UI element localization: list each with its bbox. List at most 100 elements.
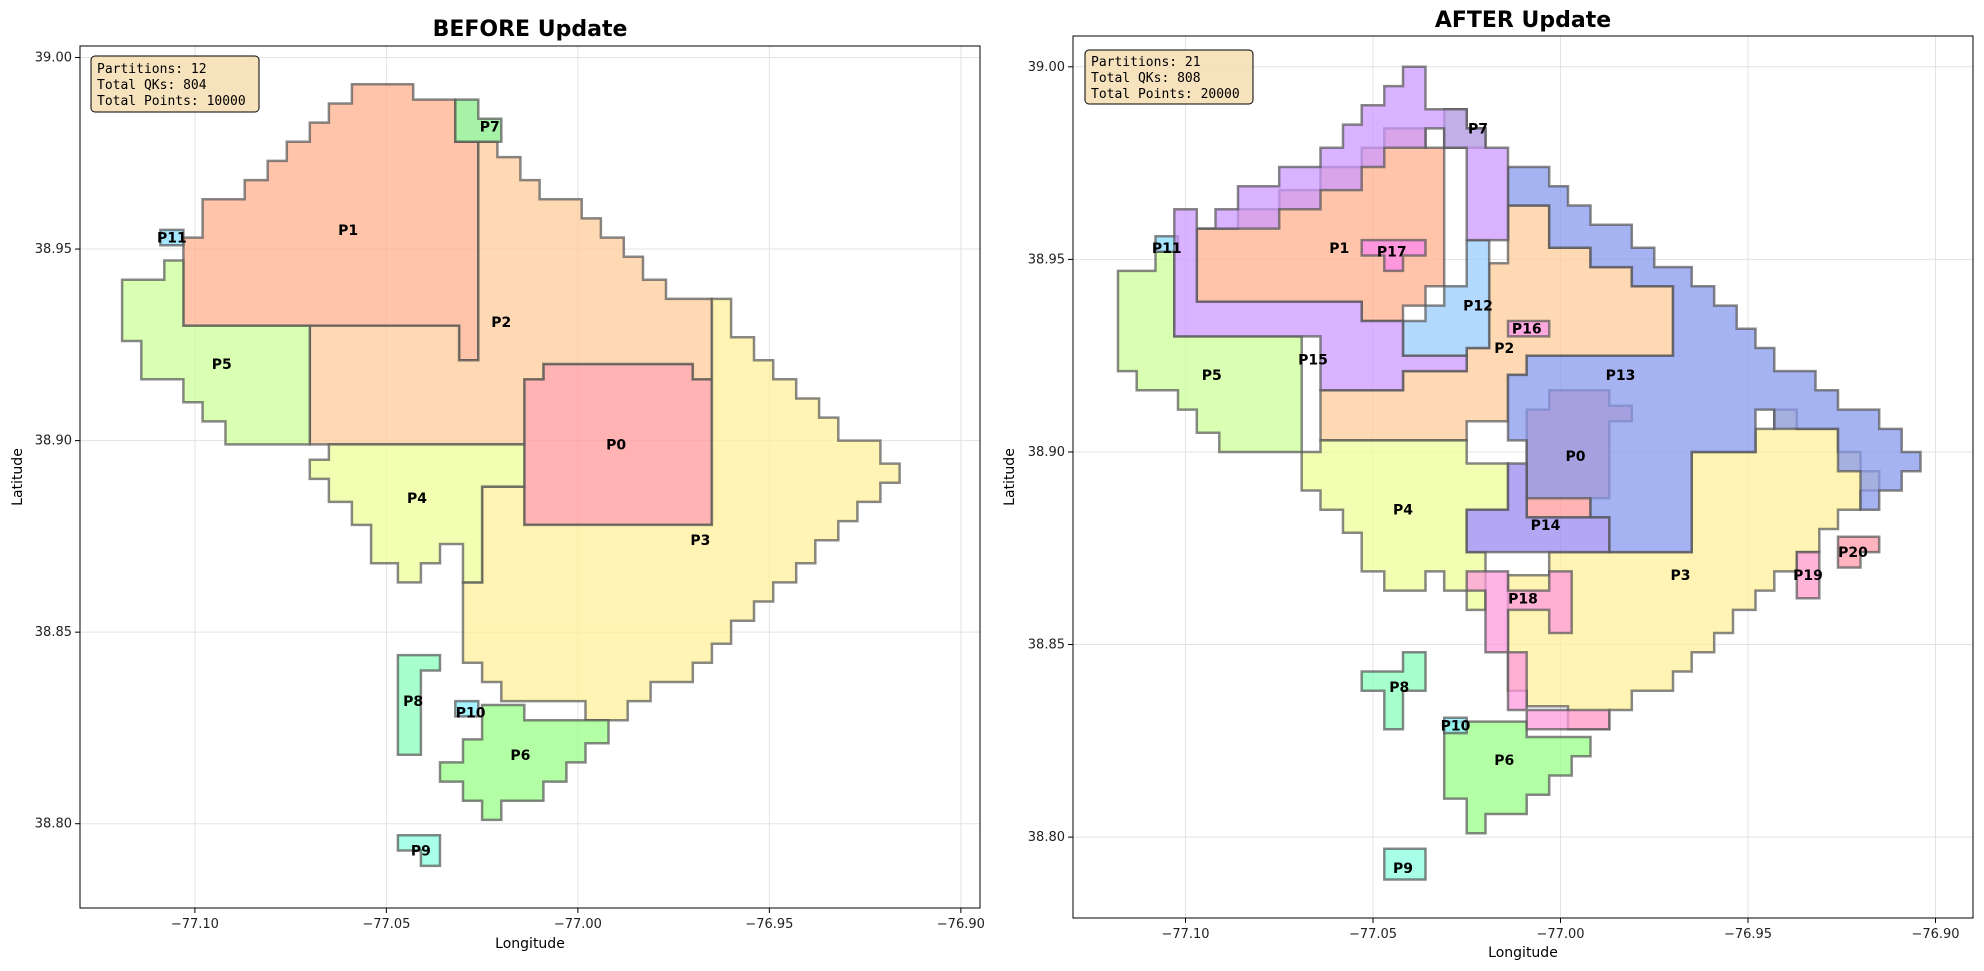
partition-label-p9: P9: [411, 844, 431, 860]
x-tick-label: −77.00: [1536, 927, 1584, 942]
x-tick-label: −77.00: [554, 917, 602, 932]
partition-label-p2: P2: [491, 315, 511, 331]
stats-box-frame: [90, 55, 260, 113]
y-tick-label: 38.90: [1028, 445, 1065, 460]
partition-label-p18: P18: [1508, 591, 1538, 607]
partition-label-p7: P7: [480, 119, 500, 135]
panel-title: BEFORE Update: [433, 17, 628, 42]
y-axis-label: Latitude: [1002, 448, 1018, 506]
partition-p9[interactable]: [1383, 847, 1427, 881]
stats-box: Partitions: 12 Total QKs: 804 Total Poin…: [90, 55, 260, 113]
y-tick-label: 38.95: [1028, 252, 1065, 267]
partition-p11[interactable]: [159, 228, 185, 247]
partition-label-p1: P1: [338, 223, 358, 239]
partition-label-p14: P14: [1531, 518, 1561, 534]
partition-label-p13: P13: [1606, 368, 1636, 384]
partition-label-p16: P16: [1512, 322, 1542, 338]
partition-label-p20: P20: [1838, 545, 1868, 561]
partition-label-p4: P4: [1393, 503, 1413, 519]
partition-label-p12: P12: [1463, 299, 1493, 315]
partition-labels: P0 P1 P2 P3 P4 P5 P6 P7 P8 P9 P10 P11: [157, 119, 710, 859]
x-tick-label: −76.95: [1724, 927, 1772, 942]
partition-p13[interactable]: [1506, 165, 1922, 554]
partition-p8[interactable]: [396, 653, 442, 757]
x-tick-label: −77.10: [171, 917, 219, 932]
partition-label-p8: P8: [1389, 680, 1409, 696]
partition-label-p11: P11: [157, 231, 187, 247]
partition-label-p6: P6: [1494, 753, 1514, 769]
partition-p20[interactable]: [1836, 535, 1881, 569]
x-tick-label: −77.05: [1349, 927, 1397, 942]
partition-p16[interactable]: [1506, 319, 1551, 338]
axis-ticks: −77.10 −77.05 −77.00 −76.95 −76.90 38.80 38.85…: [35, 50, 985, 932]
stats-partitions: Partitions: 12: [97, 62, 207, 77]
partition-p6[interactable]: [1442, 720, 1592, 835]
partition-label-p19: P19: [1793, 568, 1823, 584]
y-tick-label: 38.90: [35, 434, 72, 449]
partition-label-p0: P0: [1565, 449, 1585, 465]
stats-total-qks: Total QKs: 804: [97, 78, 207, 93]
partition-layer: [120, 83, 901, 868]
partition-label-p0: P0: [606, 437, 626, 453]
partition-label-p1: P1: [1329, 241, 1349, 257]
x-tick-label: −77.05: [362, 917, 410, 932]
partition-p4[interactable]: [308, 443, 526, 584]
stats-total-qks: Total QKs: 808: [1091, 71, 1201, 86]
y-tick-label: 38.80: [35, 817, 72, 832]
partition-p6[interactable]: [438, 703, 610, 822]
partition-label-p17: P17: [1377, 245, 1407, 261]
partition-labels: P0 P1 P2 P3 P4 P5 P6 P7 P8 P9 P10 P11 P12 P13 P14 P15 P1…: [1152, 121, 1868, 876]
y-tick-label: 38.80: [1028, 830, 1065, 845]
partition-layer: [1116, 65, 1922, 881]
partition-p17[interactable]: [1360, 238, 1427, 273]
partition-label-p10: P10: [1441, 718, 1471, 734]
partition-label-p10: P10: [456, 706, 486, 722]
partition-p10[interactable]: [454, 699, 480, 718]
x-tick-label: −76.95: [745, 917, 793, 932]
plot-frame: [1072, 35, 1974, 919]
y-axis-label: Latitude: [10, 448, 26, 506]
partition-label-p3: P3: [690, 533, 710, 549]
partition-p15[interactable]: [1173, 65, 1510, 392]
panel-after: AFTER Update P0P1P2P3P4P5P6P7P8P9P10P11P…: [1002, 8, 1974, 961]
partition-p10[interactable]: [1442, 716, 1468, 735]
panel-before: BEFORE Update P0 P1 P2 P3 P4 P5 P6 P7 P8 P9 P10 P11…: [10, 17, 985, 952]
x-tick-label: −76.90: [937, 917, 985, 932]
y-tick-label: 38.95: [35, 242, 72, 257]
partition-p5[interactable]: [120, 259, 312, 446]
partition-label-p5: P5: [1202, 368, 1222, 384]
stats-box: Partitions: 21 Total QKs: 808 Total Poin…: [1084, 49, 1254, 105]
y-tick-label: 39.00: [1028, 60, 1065, 75]
axis-ticks: −77.10 −77.05 −77.00 −76.95 −76.90 38.80 38.85…: [1028, 60, 1960, 942]
partition-p9[interactable]: [396, 833, 442, 868]
stats-box-frame: [1084, 49, 1254, 105]
stats-partitions: Partitions: 21: [1091, 55, 1201, 70]
x-tick-label: −76.90: [1911, 927, 1959, 942]
y-tick-label: 39.00: [35, 50, 72, 65]
y-tick-label: 38.85: [35, 625, 72, 640]
partition-label-p3: P3: [1670, 568, 1690, 584]
stats-total-points: Total Points: 20000: [1091, 87, 1240, 102]
partition-label-p7: P7: [1468, 121, 1488, 137]
partition-p18[interactable]: [1465, 570, 1611, 731]
partition-label-p15: P15: [1298, 353, 1328, 369]
partition-p14[interactable]: [1465, 462, 1611, 554]
panel-title: AFTER Update: [1435, 8, 1611, 33]
partition-label-p9: P9: [1393, 861, 1413, 877]
plot-frame: [79, 45, 981, 909]
partition-label-p6: P6: [510, 748, 530, 764]
x-tick-label: −77.10: [1161, 927, 1209, 942]
partition-p4[interactable]: [1300, 439, 1510, 612]
partition-p7[interactable]: [454, 98, 503, 144]
partition-label-p5: P5: [212, 357, 232, 373]
y-tick-label: 38.85: [1028, 638, 1065, 653]
partition-label-p11: P11: [1152, 241, 1182, 257]
x-axis-label: Longitude: [1488, 945, 1558, 961]
partition-p8[interactable]: [1360, 650, 1427, 731]
stats-total-points: Total Points: 10000: [97, 94, 246, 109]
x-axis-label: Longitude: [495, 936, 565, 952]
partition-label-p2: P2: [1494, 341, 1514, 357]
partition-label-p8: P8: [403, 694, 423, 710]
partition-p19[interactable]: [1795, 550, 1821, 600]
